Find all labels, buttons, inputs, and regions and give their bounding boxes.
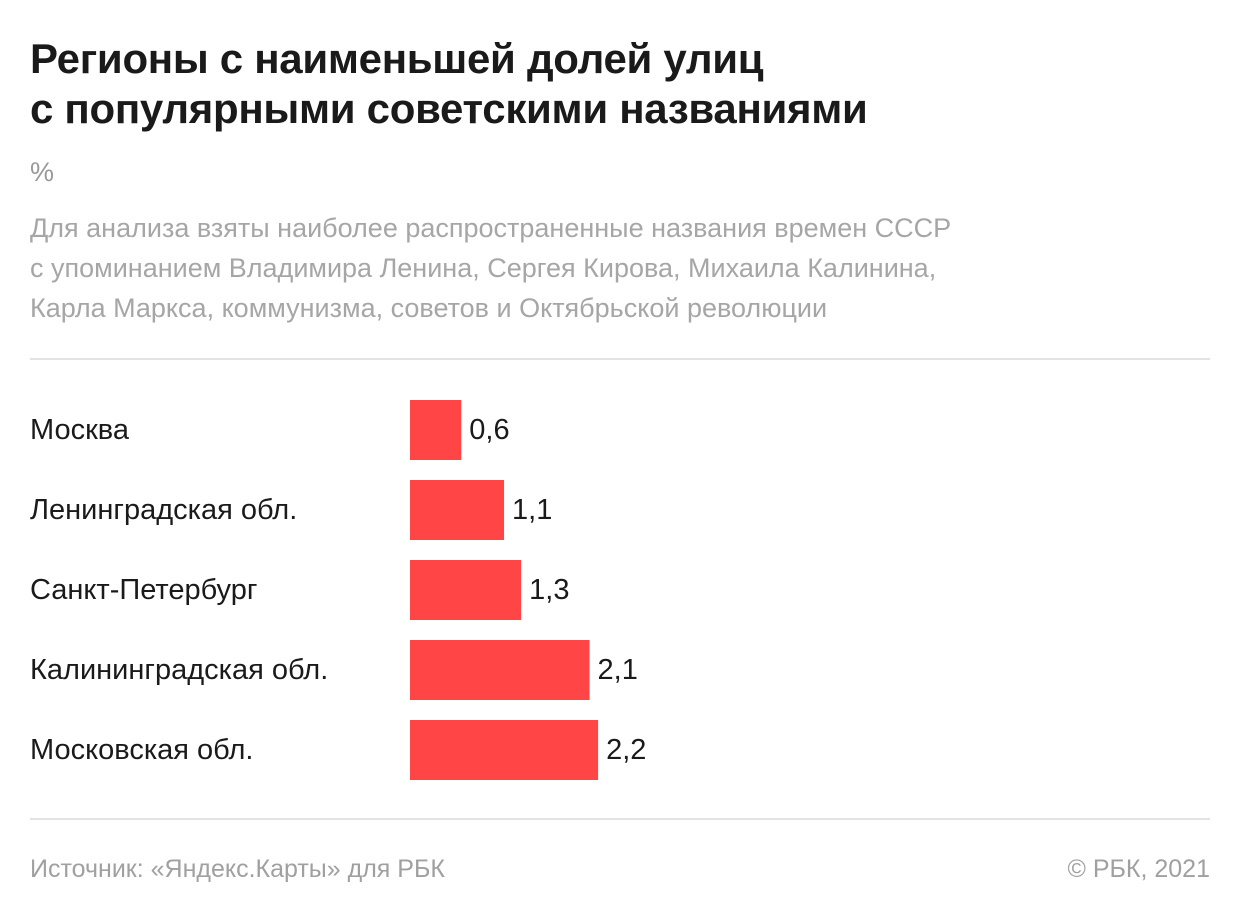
category-label: Москва — [30, 414, 130, 446]
bar — [410, 560, 522, 620]
bar — [410, 480, 505, 540]
value-label: 1,1 — [512, 494, 552, 526]
copyright-note: © РБК, 2021 — [1067, 855, 1210, 883]
bar — [410, 720, 599, 780]
bottom-divider — [30, 818, 1210, 820]
category-label: Ленинградская обл. — [30, 494, 297, 526]
chart-title: Регионы с наименьшей долей улиц с популя… — [30, 34, 1210, 134]
source-note: Источник: «Яндекс.Карты» для РБК — [30, 855, 445, 883]
subtitle-line-3: Карла Маркса, коммунизма, советов и Октя… — [30, 293, 828, 323]
subtitle-line-2: с упоминанием Владимира Ленина, Сергея К… — [30, 253, 937, 283]
subtitle-line-1: Для анализа взяты наиболее распространен… — [30, 213, 952, 243]
chart-title-line-2: с популярными советскими названиями — [30, 85, 868, 132]
bar — [410, 640, 590, 700]
category-label: Калининградская обл. — [30, 654, 328, 686]
value-label: 2,1 — [598, 654, 638, 686]
category-label: Московская обл. — [30, 734, 253, 766]
value-label: 1,3 — [529, 574, 569, 606]
value-label: 2,2 — [606, 734, 646, 766]
value-label: 0,6 — [469, 414, 509, 446]
bar — [410, 400, 462, 460]
unit-label: % — [30, 157, 55, 187]
bar-chart: Москва 0,6 Ленинградская обл. 1,1 Санкт-Пете… — [30, 400, 646, 780]
chart-title-line-1: Регионы с наименьшей долей улиц — [30, 35, 764, 82]
chart-subtitle: Для анализа взяты наиболее распространен… — [30, 208, 1210, 328]
category-label: Санкт-Петербург — [30, 574, 257, 606]
top-divider — [30, 358, 1210, 360]
